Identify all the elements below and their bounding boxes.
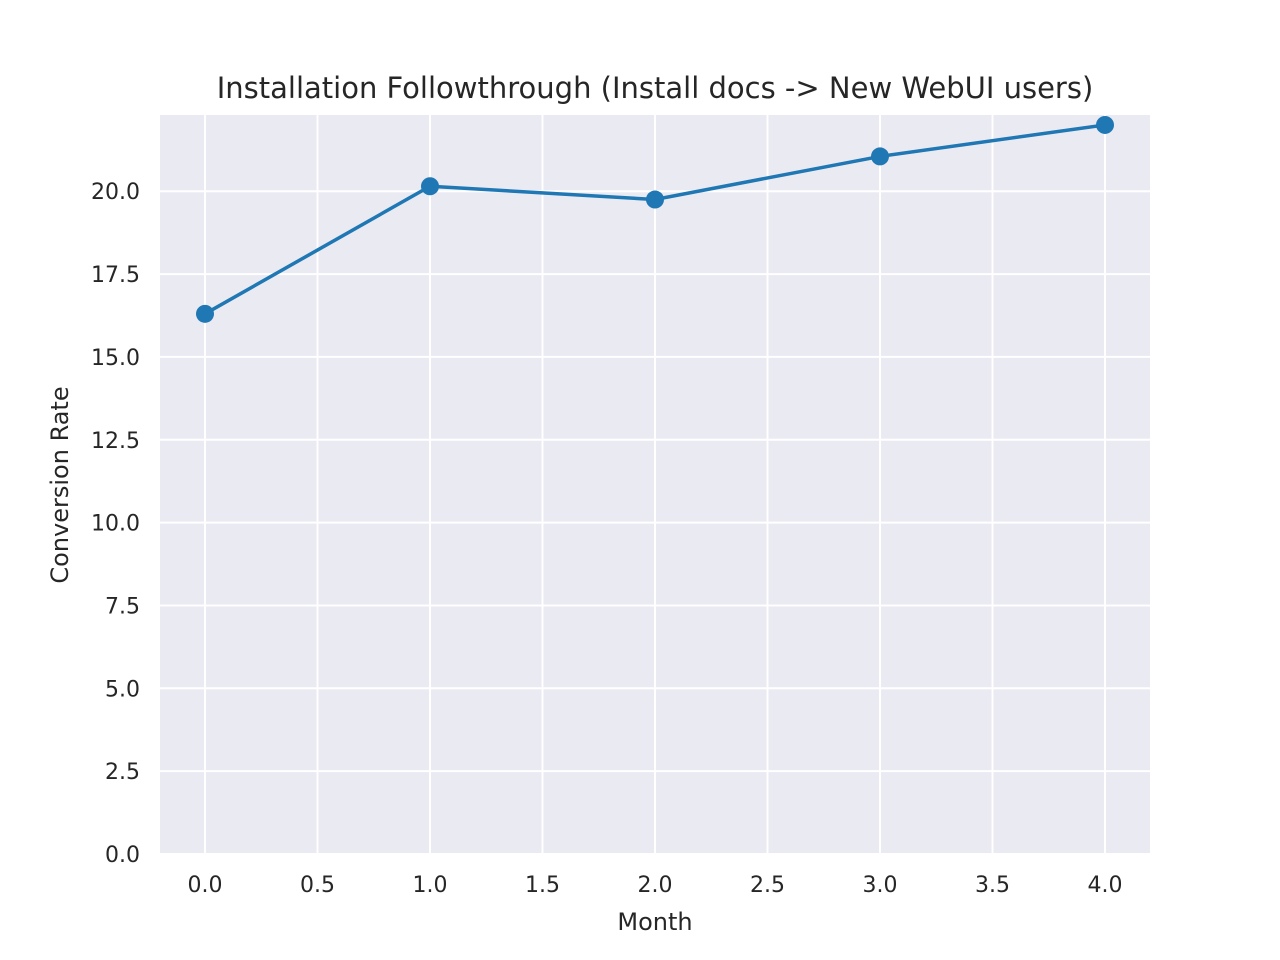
y-tick-labels: 0.0 2.5 5.0 7.5 10.0 12.5 15.0 17.5 20.0 — [91, 180, 140, 868]
data-point — [196, 304, 214, 323]
x-tick-label: 1.0 — [413, 873, 448, 898]
data-point — [871, 147, 889, 166]
y-gridlines — [160, 190, 1150, 855]
x-tick-label: 3.5 — [975, 873, 1010, 898]
y-tick-label: 20.0 — [91, 180, 140, 205]
x-tick-label: 4.0 — [1088, 873, 1123, 898]
y-tick-label: 17.5 — [91, 263, 140, 288]
x-tick-label: 0.0 — [188, 873, 223, 898]
y-axis-label: Conversion Rate — [46, 386, 74, 583]
y-tick-label: 7.5 — [105, 594, 140, 619]
y-tick-label: 12.5 — [91, 429, 140, 454]
y-tick-label: 5.0 — [105, 677, 140, 702]
x-gridlines — [204, 115, 1106, 854]
x-tick-labels: 0.0 0.5 1.0 1.5 2.0 2.5 3.0 3.5 4.0 — [188, 873, 1123, 898]
x-tick-label: 0.5 — [300, 873, 335, 898]
chart-title: Installation Followthrough (Install docs… — [217, 71, 1094, 105]
x-axis-label: Month — [617, 908, 692, 936]
data-point — [646, 190, 664, 209]
y-tick-label: 15.0 — [91, 346, 140, 371]
x-tick-label: 2.5 — [750, 873, 785, 898]
y-tick-label: 10.0 — [91, 512, 140, 537]
x-tick-label: 2.0 — [638, 873, 673, 898]
y-tick-label: 0.0 — [105, 843, 140, 868]
y-tick-label: 2.5 — [105, 760, 140, 785]
data-point — [1096, 115, 1114, 134]
data-point — [421, 177, 439, 196]
x-tick-label: 1.5 — [525, 873, 560, 898]
x-tick-label: 3.0 — [863, 873, 898, 898]
series-group — [196, 115, 1114, 323]
